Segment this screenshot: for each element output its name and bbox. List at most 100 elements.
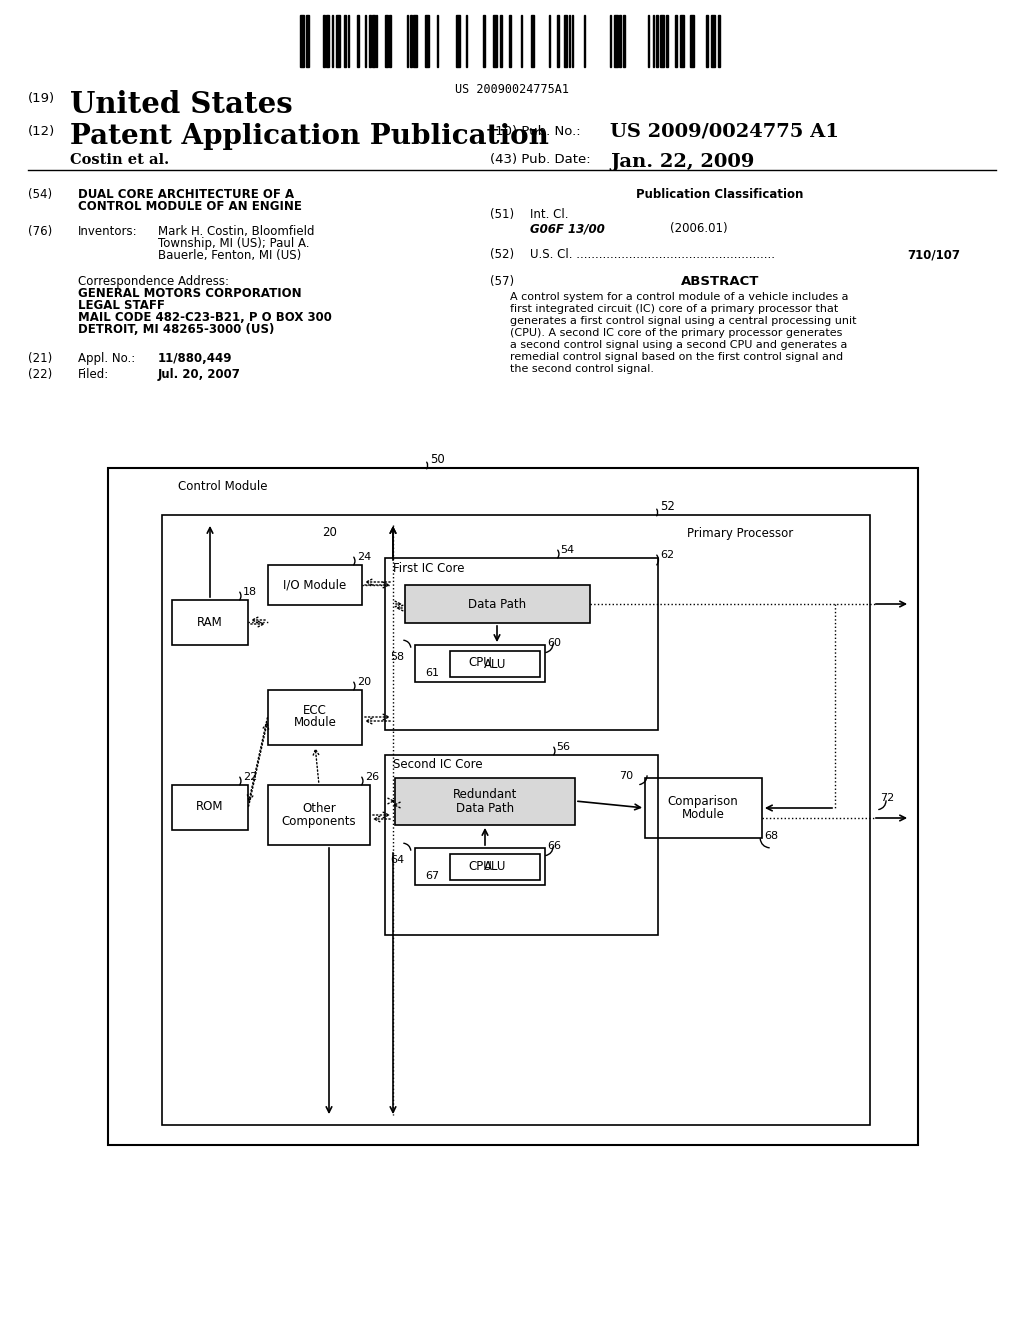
Text: 20: 20 — [323, 527, 338, 540]
Text: 61: 61 — [425, 668, 439, 678]
Bar — [395, 777, 575, 825]
Text: 52: 52 — [660, 500, 675, 513]
Text: 58: 58 — [390, 652, 404, 663]
Text: (54): (54) — [28, 187, 52, 201]
Bar — [483, 15, 485, 67]
Text: (10) Pub. No.:: (10) Pub. No.: — [490, 125, 581, 139]
Bar — [385, 558, 658, 730]
Text: Publication Classification: Publication Classification — [636, 187, 804, 201]
Text: U.S. Cl. .....................................................: U.S. Cl. ...............................… — [530, 248, 775, 261]
Text: GENERAL MOTORS CORPORATION: GENERAL MOTORS CORPORATION — [78, 286, 302, 300]
Text: 67: 67 — [425, 871, 439, 880]
Text: 60: 60 — [547, 638, 561, 648]
Text: 66: 66 — [547, 841, 561, 851]
Text: Redundant: Redundant — [453, 788, 517, 801]
Text: Data Path: Data Path — [468, 598, 526, 610]
Bar — [108, 469, 918, 1144]
Text: Module: Module — [294, 717, 337, 730]
Bar — [336, 15, 340, 67]
Bar — [680, 15, 684, 67]
Bar — [415, 847, 545, 884]
Bar — [410, 15, 412, 67]
Bar — [493, 15, 497, 67]
Text: DETROIT, MI 48265-3000 (US): DETROIT, MI 48265-3000 (US) — [78, 323, 274, 337]
Text: a second control signal using a second CPU and generates a: a second control signal using a second C… — [510, 341, 848, 350]
Bar — [450, 854, 540, 880]
Text: Mark H. Costin, Bloomfield: Mark H. Costin, Bloomfield — [158, 224, 314, 238]
Text: Inventors:: Inventors: — [78, 224, 137, 238]
Text: ALU: ALU — [483, 657, 506, 671]
Text: 62: 62 — [660, 550, 674, 560]
Text: 11/880,449: 11/880,449 — [158, 352, 232, 366]
Text: ECC: ECC — [303, 705, 327, 718]
Text: 20: 20 — [357, 677, 371, 686]
Text: 64: 64 — [390, 855, 404, 865]
Bar — [172, 601, 248, 645]
Text: Jan. 22, 2009: Jan. 22, 2009 — [610, 153, 755, 172]
Text: G06F 13/00: G06F 13/00 — [530, 222, 605, 235]
Bar — [660, 15, 664, 67]
Text: Control Module: Control Module — [178, 479, 267, 492]
Bar — [323, 15, 325, 67]
Bar — [415, 645, 545, 682]
Text: (2006.01): (2006.01) — [670, 222, 728, 235]
Text: Costin et al.: Costin et al. — [70, 153, 169, 168]
Bar — [172, 785, 248, 830]
Bar — [357, 15, 359, 67]
Bar — [450, 651, 540, 677]
Bar — [656, 15, 658, 67]
Text: Primary Processor: Primary Processor — [687, 527, 794, 540]
Bar — [557, 15, 559, 67]
Text: 70: 70 — [618, 771, 633, 781]
Text: First IC Core: First IC Core — [393, 561, 465, 574]
Text: ABSTRACT: ABSTRACT — [681, 275, 759, 288]
Bar — [618, 15, 621, 67]
Bar — [369, 15, 371, 67]
Bar — [385, 15, 388, 67]
Text: Data Path: Data Path — [456, 801, 514, 814]
Text: Correspondence Address:: Correspondence Address: — [78, 275, 229, 288]
Bar — [623, 15, 625, 67]
Text: 26: 26 — [365, 772, 379, 781]
Text: Filed:: Filed: — [78, 368, 110, 381]
Text: (19): (19) — [28, 92, 55, 106]
Text: Int. Cl.: Int. Cl. — [530, 209, 568, 220]
Text: DUAL CORE ARCHITECTURE OF A: DUAL CORE ARCHITECTURE OF A — [78, 187, 294, 201]
Bar — [413, 15, 417, 67]
Text: (CPU). A second IC core of the primary processor generates: (CPU). A second IC core of the primary p… — [510, 327, 843, 338]
Bar — [509, 15, 511, 67]
Text: Second IC Core: Second IC Core — [393, 759, 482, 771]
Text: US 20090024775A1: US 20090024775A1 — [455, 83, 569, 96]
Text: CPU: CPU — [468, 656, 492, 669]
Text: 24: 24 — [357, 552, 372, 562]
Text: (52): (52) — [490, 248, 514, 261]
Bar — [666, 15, 668, 67]
Text: (22): (22) — [28, 368, 52, 381]
Bar — [706, 15, 708, 67]
Text: 72: 72 — [880, 793, 894, 803]
Text: Bauerle, Fenton, MI (US): Bauerle, Fenton, MI (US) — [158, 249, 301, 261]
Bar — [268, 565, 362, 605]
Bar — [690, 15, 694, 67]
Text: 710/107: 710/107 — [907, 248, 961, 261]
Bar — [614, 15, 618, 67]
Bar — [425, 15, 429, 67]
Text: A control system for a control module of a vehicle includes a: A control system for a control module of… — [510, 292, 849, 302]
Bar — [372, 15, 375, 67]
Bar — [385, 755, 658, 935]
Text: generates a first control signal using a central processing unit: generates a first control signal using a… — [510, 315, 856, 326]
Text: Jul. 20, 2007: Jul. 20, 2007 — [158, 368, 241, 381]
Text: (51): (51) — [490, 209, 514, 220]
Text: ROM: ROM — [197, 800, 224, 813]
Text: 22: 22 — [243, 772, 257, 781]
Bar — [711, 15, 715, 67]
Text: Patent Application Publication: Patent Application Publication — [70, 123, 549, 150]
Text: MAIL CODE 482-C23-B21, P O BOX 300: MAIL CODE 482-C23-B21, P O BOX 300 — [78, 312, 332, 323]
Text: (12): (12) — [28, 125, 55, 139]
Text: Township, MI (US); Paul A.: Township, MI (US); Paul A. — [158, 238, 309, 249]
Text: United States: United States — [70, 90, 293, 119]
Text: CPU: CPU — [468, 859, 492, 873]
Text: 18: 18 — [243, 587, 257, 597]
Bar — [645, 777, 762, 838]
Text: LEGAL STAFF: LEGAL STAFF — [78, 300, 165, 312]
